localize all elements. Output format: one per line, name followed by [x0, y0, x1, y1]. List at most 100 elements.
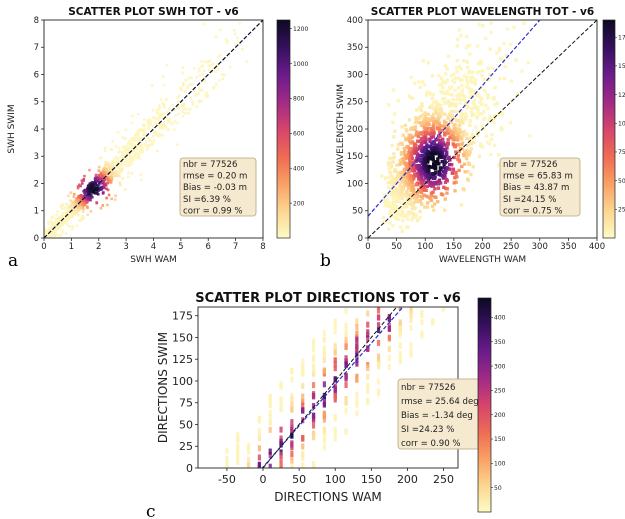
x-tick-label: 100: [325, 473, 346, 486]
y-tick-label: 50: [352, 207, 363, 217]
colorbar-tick-label: 400: [293, 165, 305, 172]
colorbar-tick-label: 50: [494, 485, 502, 492]
x-axis-label: SWH WAM: [130, 255, 177, 265]
y-tick-label: 100: [172, 375, 193, 388]
colorbar-tick-label: 75: [618, 149, 625, 156]
x-tick-label: 0: [41, 242, 46, 252]
y-tick-label: 75: [179, 397, 193, 410]
chart-title: SCATTER PLOT DIRECTIONS TOT - v6: [195, 291, 461, 306]
stats-line: SI =6.39 %: [183, 195, 231, 205]
fit-line: [368, 20, 541, 217]
colorbar-tick-label: 1200: [293, 26, 308, 33]
x-tick-label: 2: [96, 242, 101, 252]
panel-c: SCATTER PLOT DIRECTIONS TOT - v6 -50 0 50 10…: [146, 291, 506, 519]
x-tick-label: 50: [391, 242, 402, 252]
stats-line: corr = 0.90 %: [401, 439, 461, 449]
colorbar-tick-label: 300: [494, 363, 506, 370]
y-tick-label: 0: [186, 462, 193, 475]
density-cells: [380, 21, 532, 233]
colorbar-tick-label: 50: [618, 178, 625, 185]
y-tick-label: 8: [34, 16, 39, 26]
y-axis-label: DIRECTIONS SWIM: [156, 332, 170, 443]
x-tick-label: 100: [417, 242, 433, 252]
stats-line: nbr = 77526: [183, 160, 237, 170]
identity-line: [262, 307, 398, 468]
stats-line: rmse = 65.83 m: [503, 172, 573, 182]
x-tick-label: 400: [589, 242, 605, 252]
x-axis-label: WAVELENGTH WAM: [439, 255, 526, 265]
x-tick-label: 5: [178, 242, 183, 252]
x-tick-label: 0: [260, 473, 267, 486]
colorbar-tick-label: 150: [618, 63, 625, 70]
colorbar-tick-label: 200: [293, 200, 305, 207]
y-tick-label: 1: [34, 207, 39, 217]
colorbar: [602, 19, 616, 239]
colorbar-tick-label: 400: [494, 315, 506, 322]
y-tick-label: 175: [172, 310, 193, 323]
chart-title: SCATTER PLOT SWH TOT - v6: [68, 6, 238, 18]
y-tick-label: 6: [34, 70, 39, 80]
chart-title: SCATTER PLOT WAVELENGTH TOT - v6: [371, 6, 594, 18]
colorbar-tick-label: 250: [494, 388, 506, 395]
stats-line: SI =24.23 %: [401, 425, 454, 435]
panel-label: b: [320, 251, 331, 271]
stats-line: corr = 0.99 %: [183, 206, 243, 216]
colorbar-tick-label: 150: [494, 436, 506, 443]
identity-line: [368, 20, 597, 238]
y-tick-label: 25: [179, 440, 193, 453]
colorbar: [477, 297, 492, 513]
x-tick-label: 3: [123, 242, 128, 252]
x-tick-label: 4: [151, 242, 156, 252]
y-tick-label: 300: [347, 70, 363, 80]
x-tick-label: 200: [474, 242, 490, 252]
panel-b: SCATTER PLOT WAVELENGTH TOT - v6 0 50 100 15…: [320, 6, 625, 271]
x-tick-label: 0: [365, 242, 370, 252]
colorbar-tick-label: 100: [494, 461, 506, 468]
x-tick-label: 7: [233, 242, 238, 252]
colorbar-tick-label: 175: [618, 34, 625, 41]
x-tick-label: 1: [69, 242, 74, 252]
colorbar-tick-label: 800: [293, 96, 305, 103]
colorbar-tick-label: 600: [293, 131, 305, 138]
x-tick-label: 150: [446, 242, 462, 252]
y-tick-label: 200: [347, 125, 363, 135]
stats-line: Bias = 43.87 m: [503, 183, 569, 193]
colorbar-tick-label: 200: [494, 412, 506, 419]
stats-line: nbr = 77526: [503, 160, 557, 170]
x-tick-label: 6: [206, 242, 211, 252]
stats-line: SI =24.15 %: [503, 195, 556, 205]
panel-a: SCATTER PLOT SWH TOT - v6 0 1 2 3 4 5 6 7 8 0 1 2 3 4 5…: [7, 6, 308, 271]
stats-line: Bias = -0.03 m: [183, 183, 247, 193]
y-tick-label: 100: [347, 179, 363, 189]
colorbar-tick-label: 1000: [293, 61, 308, 68]
stats-line: Bias = -1.34 deg: [401, 411, 473, 421]
x-tick-label: 300: [532, 242, 548, 252]
panel-label: c: [146, 502, 156, 519]
y-tick-label: 250: [347, 98, 363, 108]
y-tick-label: 5: [34, 98, 39, 108]
y-tick-label: 4: [34, 125, 39, 135]
y-tick-label: 150: [347, 152, 363, 162]
x-tick-label: 50: [292, 473, 306, 486]
y-tick-label: 2: [34, 179, 39, 189]
stats-line: corr = 0.75 %: [503, 206, 563, 216]
x-tick-label: 200: [397, 473, 418, 486]
identity-line: [44, 20, 263, 238]
stats-line: rmse = 25.64 deg: [401, 397, 479, 407]
x-tick-label: 8: [260, 242, 265, 252]
colorbar-tick-label: 350: [494, 339, 506, 346]
y-tick-label: 0: [358, 234, 363, 244]
x-tick-label: 250: [433, 473, 454, 486]
x-tick-label: -50: [218, 473, 236, 486]
x-tick-label: 150: [361, 473, 382, 486]
y-tick-label: 50: [179, 418, 193, 431]
stats-line: nbr = 77526: [401, 383, 455, 393]
y-tick-label: 125: [172, 353, 193, 366]
y-tick-label: 0: [34, 234, 39, 244]
x-tick-label: 350: [560, 242, 576, 252]
colorbar: [276, 19, 291, 239]
stats-box: [499, 157, 581, 217]
panel-label: a: [8, 251, 18, 271]
y-tick-label: 150: [172, 331, 193, 344]
y-axis-label: WAVELENGTH SWIM: [336, 84, 346, 174]
